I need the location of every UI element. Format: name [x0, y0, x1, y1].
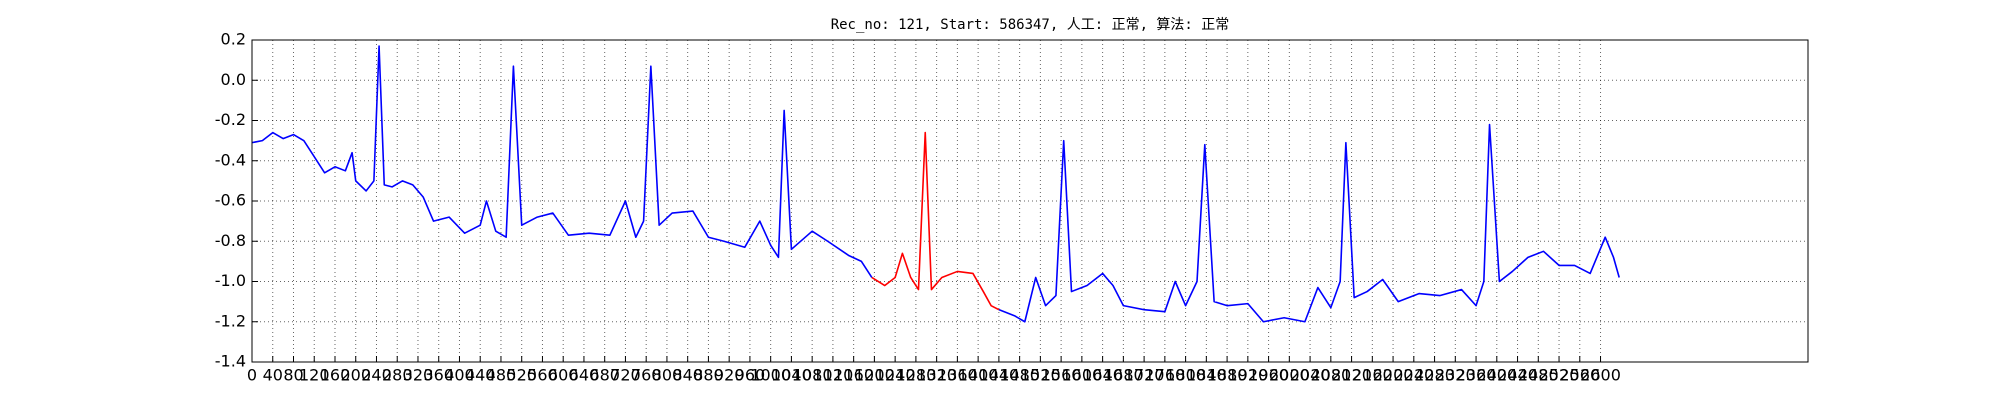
- x-tick-label: 1720: [1124, 366, 1165, 385]
- x-tick-label: 1480: [999, 366, 1040, 385]
- x-tick-label: 1000: [750, 366, 791, 385]
- x-tick-label: 1440: [979, 366, 1020, 385]
- plot-frame: [251, 39, 1809, 363]
- x-tick-label: 2120: [1331, 366, 1372, 385]
- x-tick-label: 2600: [1580, 366, 1621, 385]
- y-tick-label: -1.0: [215, 271, 246, 290]
- x-tick-label: 200: [340, 366, 371, 385]
- x-tick-label: 720: [610, 366, 641, 385]
- x-tick-label: 880: [693, 366, 724, 385]
- chart-title: Rec_no: 121, Start: 586347, 人工: 正常, 算法: …: [831, 17, 1230, 33]
- x-tick-label: 0: [247, 366, 257, 385]
- x-tick-label: 1320: [916, 366, 957, 385]
- x-tick-label: 320: [403, 366, 434, 385]
- x-tick-label: 2160: [1352, 366, 1393, 385]
- x-tick-label: 1080: [792, 366, 833, 385]
- x-tick-label: 160: [320, 366, 351, 385]
- x-tick-label: 1400: [958, 366, 999, 385]
- x-tick-label: 1760: [1144, 366, 1185, 385]
- y-tick-label: -0.6: [215, 191, 246, 210]
- y-tick-label: -1.2: [215, 311, 246, 330]
- x-tick-label: 640: [569, 366, 600, 385]
- x-tick-label: 760: [631, 366, 662, 385]
- x-tick-label: 680: [589, 366, 620, 385]
- x-tick-label: 840: [672, 366, 703, 385]
- x-tick-label: 1960: [1248, 366, 1289, 385]
- x-tick-label: 2240: [1393, 366, 1434, 385]
- x-tick-label: 2320: [1435, 366, 1476, 385]
- x-tick-label: 1200: [854, 366, 895, 385]
- x-tick-label: 1280: [896, 366, 937, 385]
- x-tick-label: 800: [652, 366, 683, 385]
- x-tick-label: 2440: [1497, 366, 1538, 385]
- x-tick-label: 1360: [937, 366, 978, 385]
- x-tick-label: 80: [283, 366, 303, 385]
- x-tick-label: 400: [444, 366, 475, 385]
- x-tick-label: 1800: [1165, 366, 1206, 385]
- x-tick-label: 1040: [771, 366, 812, 385]
- x-tick-label: 520: [506, 366, 537, 385]
- x-tick-label: 960: [735, 366, 766, 385]
- x-tick-label: 120: [299, 366, 330, 385]
- x-tick-label: 2080: [1310, 366, 1351, 385]
- y-tick-label: 0.2: [221, 30, 246, 49]
- x-tick-label: 1680: [1103, 366, 1144, 385]
- x-tick-label: 2560: [1559, 366, 1600, 385]
- y-tick-label: 0.0: [221, 70, 246, 89]
- series-line: [871, 131, 1000, 311]
- x-tick-label: 40: [263, 366, 283, 385]
- x-tick-label: 480: [486, 366, 517, 385]
- x-tick-label: 1880: [1207, 366, 1248, 385]
- x-tick-label: 2520: [1539, 366, 1580, 385]
- x-tick-label: 440: [465, 366, 496, 385]
- series-line: [251, 45, 1620, 323]
- x-tick-label: 1120: [813, 366, 854, 385]
- x-tick-label: 1560: [1041, 366, 1082, 385]
- x-tick-label: 240: [361, 366, 392, 385]
- x-tick-label: 2000: [1269, 366, 1310, 385]
- y-tick-label: -0.2: [215, 110, 246, 129]
- y-tick-label: -1.4: [215, 352, 246, 371]
- x-tick-label: 2480: [1518, 366, 1559, 385]
- x-tick-label: 1520: [1020, 366, 1061, 385]
- x-tick-label: 1920: [1227, 366, 1268, 385]
- x-tick-label: 600: [548, 366, 579, 385]
- y-tick-label: -0.4: [215, 150, 246, 169]
- x-tick-label: 1240: [875, 366, 916, 385]
- x-tick-label: 1160: [833, 366, 874, 385]
- x-tick-label: 2200: [1373, 366, 1414, 385]
- x-tick-label: 2040: [1290, 366, 1331, 385]
- x-tick-label: 360: [423, 366, 454, 385]
- x-tick-label: 1640: [1082, 366, 1123, 385]
- x-tick-label: 2360: [1456, 366, 1497, 385]
- x-tick-label: 1600: [1062, 366, 1103, 385]
- x-tick-label: 280: [382, 366, 413, 385]
- x-tick-label: 560: [527, 366, 558, 385]
- x-tick-label: 2280: [1414, 366, 1455, 385]
- x-tick-label: 1840: [1186, 366, 1227, 385]
- y-tick-label: -0.8: [215, 231, 246, 250]
- x-tick-label: 2400: [1476, 366, 1517, 385]
- x-tick-label: 920: [714, 366, 745, 385]
